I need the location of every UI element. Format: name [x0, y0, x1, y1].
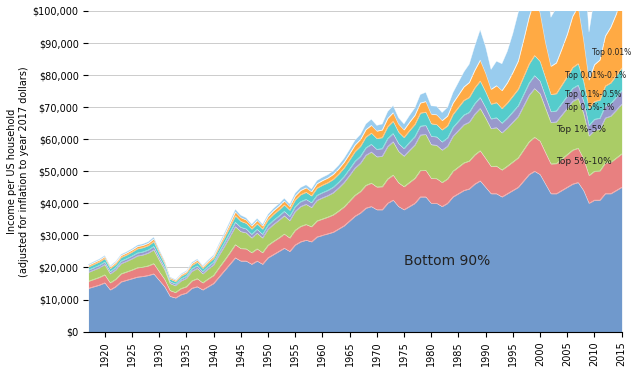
- Text: Top 0.5%-1%: Top 0.5%-1%: [564, 103, 614, 112]
- Text: Top 0.1%-0.5%: Top 0.1%-0.5%: [564, 90, 621, 99]
- Text: Bottom 90%: Bottom 90%: [404, 254, 491, 268]
- Text: Top 0.01%-0.1%: Top 0.01%-0.1%: [564, 70, 626, 79]
- Text: Top 1%-5%: Top 1%-5%: [556, 125, 606, 134]
- Text: Top 0.01%: Top 0.01%: [592, 48, 631, 57]
- Text: Top 5%-10%: Top 5%-10%: [556, 157, 612, 166]
- Y-axis label: Income per US household
(adjusted for inflation to year 2017 dollars): Income per US household (adjusted for in…: [7, 66, 29, 276]
